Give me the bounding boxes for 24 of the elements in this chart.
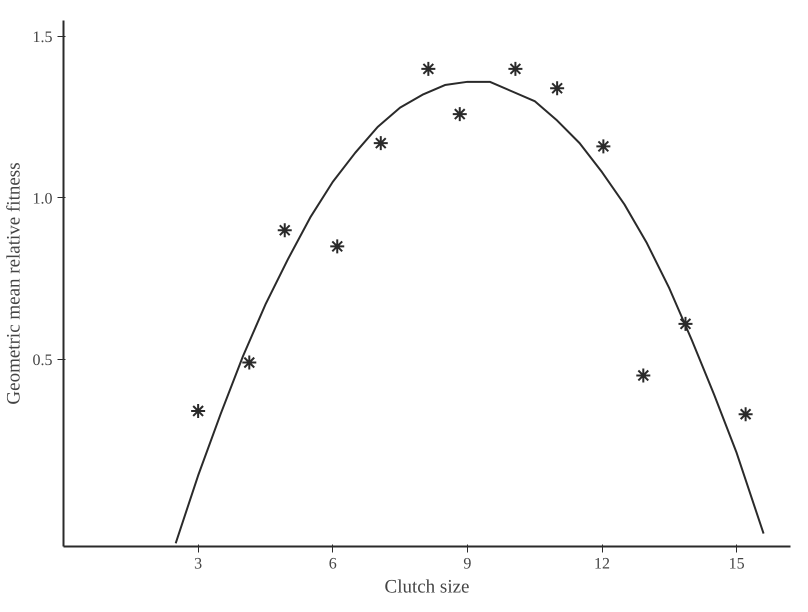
point (595, 138, 612, 154)
point (276, 222, 293, 238)
point (635, 367, 652, 384)
point (241, 354, 258, 371)
x-tick-label: 9 (463, 556, 472, 572)
y-axis-title: Geometric mean relative fitness (4, 162, 24, 405)
x-tick-label: 3 (194, 556, 202, 572)
point (549, 80, 566, 96)
x-tick-label: 6 (328, 556, 337, 572)
x-tick-label: 15 (728, 556, 745, 572)
point (738, 406, 754, 422)
point (420, 60, 436, 77)
x-tick-label: 12 (594, 556, 610, 572)
x-axis-title: Clutch size (384, 576, 470, 598)
point (190, 402, 206, 419)
line-series (174, 80, 765, 544)
y-tick-label: 0.5 (32, 352, 52, 369)
point (507, 60, 524, 77)
y-tick-label: 1.5 (32, 29, 52, 46)
point (677, 316, 694, 332)
point (452, 106, 468, 122)
point (372, 135, 389, 152)
point (329, 238, 346, 254)
y-tick-label: 1.0 (32, 190, 52, 208)
